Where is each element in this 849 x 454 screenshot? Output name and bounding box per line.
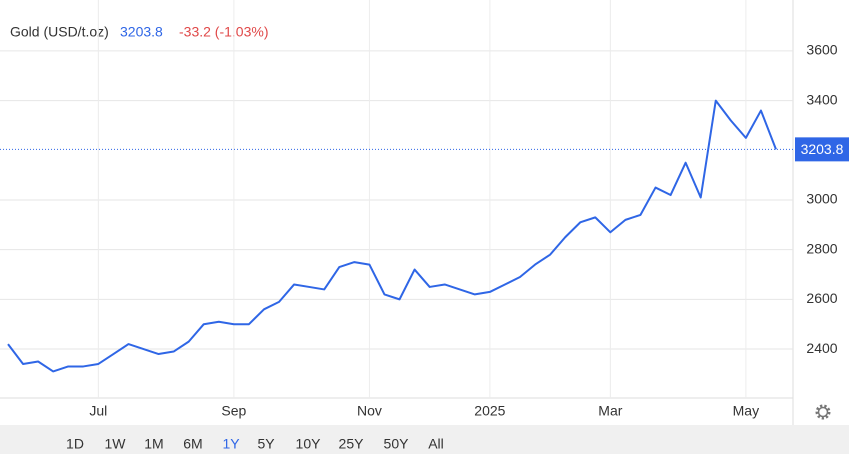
x-tick-label: Sep [221,403,246,419]
price-change: -33.2 (-1.03%) [179,24,268,40]
y-tick-label: 2600 [806,290,837,306]
range-button[interactable]: 5Y [257,436,275,452]
y-tick-label: 3000 [806,191,837,207]
last-price-badge [795,137,849,162]
range-button[interactable]: 1Y [222,436,240,452]
x-tick-label: Nov [357,403,382,419]
y-tick-label: 3400 [806,91,837,107]
range-bar [0,425,849,454]
settings-icon[interactable] [815,404,831,420]
last-price: 3203.8 [120,24,163,40]
y-tick-label: 3600 [806,42,837,58]
x-tick-label: Mar [598,403,622,419]
range-button[interactable]: All [428,436,444,452]
x-tick-label: May [733,403,759,419]
price-line [7,99,777,373]
range-button[interactable]: 1D [66,436,84,452]
y-tick-label: 2400 [806,340,837,356]
range-button[interactable]: 1W [105,436,127,452]
y-tick-label: 2800 [806,240,837,256]
last-price-label: 3203.8 [801,141,844,157]
range-button[interactable]: 6M [183,436,202,452]
range-button[interactable]: 1M [144,436,163,452]
x-tick-label: 2025 [474,403,505,419]
range-button[interactable]: 10Y [296,436,322,452]
chart-title: Gold (USD/t.oz) [10,24,109,40]
range-button[interactable]: 25Y [339,436,365,452]
range-button[interactable]: 50Y [384,436,410,452]
x-tick-label: Jul [89,403,107,419]
